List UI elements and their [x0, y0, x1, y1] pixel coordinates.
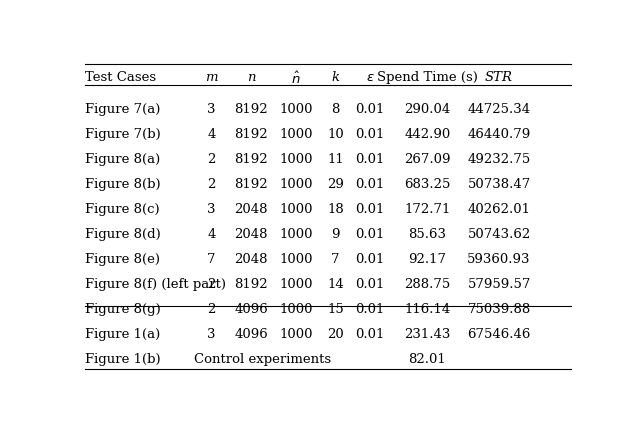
Text: 44725.34: 44725.34	[468, 103, 531, 116]
Text: 40262.01: 40262.01	[468, 203, 531, 216]
Text: Figure 1(a): Figure 1(a)	[85, 328, 160, 341]
Text: 2: 2	[207, 278, 216, 291]
Text: 59360.93: 59360.93	[467, 253, 531, 266]
Text: Figure 7(a): Figure 7(a)	[85, 103, 161, 116]
Text: 0.01: 0.01	[355, 153, 385, 166]
Text: 0.01: 0.01	[355, 128, 385, 141]
Text: m: m	[205, 70, 218, 84]
Text: 1000: 1000	[279, 178, 312, 191]
Text: 14: 14	[327, 278, 344, 291]
Text: STR: STR	[485, 70, 513, 84]
Text: Figure 8(g): Figure 8(g)	[85, 303, 161, 316]
Text: Figure 8(f) (left part): Figure 8(f) (left part)	[85, 278, 226, 291]
Text: Figure 8(c): Figure 8(c)	[85, 203, 159, 216]
Text: Spend Time (s): Spend Time (s)	[377, 70, 477, 84]
Text: 4: 4	[207, 228, 216, 241]
Text: 8192: 8192	[234, 128, 268, 141]
Text: 8192: 8192	[234, 103, 268, 116]
Text: 2048: 2048	[234, 228, 268, 241]
Text: 1000: 1000	[279, 328, 312, 341]
Text: 3: 3	[207, 328, 216, 341]
Text: k: k	[332, 70, 339, 84]
Text: 50743.62: 50743.62	[467, 228, 531, 241]
Text: 9: 9	[331, 228, 340, 241]
Text: 1000: 1000	[279, 103, 312, 116]
Text: Test Cases: Test Cases	[85, 70, 156, 84]
Text: $\hat{n}$: $\hat{n}$	[291, 70, 301, 87]
Text: 0.01: 0.01	[355, 328, 385, 341]
Text: 2048: 2048	[234, 203, 268, 216]
Text: 0.01: 0.01	[355, 178, 385, 191]
Text: 8192: 8192	[234, 278, 268, 291]
Text: 2048: 2048	[234, 253, 268, 266]
Text: 267.09: 267.09	[404, 153, 451, 166]
Text: 92.17: 92.17	[408, 253, 446, 266]
Text: 18: 18	[327, 203, 344, 216]
Text: 8192: 8192	[234, 153, 268, 166]
Text: 0.01: 0.01	[355, 253, 385, 266]
Text: 172.71: 172.71	[404, 203, 451, 216]
Text: 11: 11	[327, 153, 344, 166]
Text: 3: 3	[207, 103, 216, 116]
Text: 20: 20	[327, 328, 344, 341]
Text: Figure 1(b): Figure 1(b)	[85, 353, 161, 366]
Text: 85.63: 85.63	[408, 228, 446, 241]
Text: Figure 8(b): Figure 8(b)	[85, 178, 161, 191]
Text: $\varepsilon$: $\varepsilon$	[366, 70, 374, 84]
Text: 4096: 4096	[234, 303, 268, 316]
Text: 0.01: 0.01	[355, 103, 385, 116]
Text: Figure 8(d): Figure 8(d)	[85, 228, 161, 241]
Text: 1000: 1000	[279, 303, 312, 316]
Text: 1000: 1000	[279, 278, 312, 291]
Text: 442.90: 442.90	[404, 128, 451, 141]
Text: Control experiments: Control experiments	[194, 353, 332, 366]
Text: Figure 8(e): Figure 8(e)	[85, 253, 160, 266]
Text: 1000: 1000	[279, 128, 312, 141]
Text: 4096: 4096	[234, 328, 268, 341]
Text: n: n	[247, 70, 255, 84]
Text: 290.04: 290.04	[404, 103, 451, 116]
Text: 29: 29	[327, 178, 344, 191]
Text: 1000: 1000	[279, 153, 312, 166]
Text: 8: 8	[332, 103, 340, 116]
Text: Figure 8(a): Figure 8(a)	[85, 153, 160, 166]
Text: 67546.46: 67546.46	[467, 328, 531, 341]
Text: 0.01: 0.01	[355, 228, 385, 241]
Text: 1000: 1000	[279, 253, 312, 266]
Text: 231.43: 231.43	[404, 328, 451, 341]
Text: 8192: 8192	[234, 178, 268, 191]
Text: 10: 10	[327, 128, 344, 141]
Text: 0.01: 0.01	[355, 278, 385, 291]
Text: 46440.79: 46440.79	[467, 128, 531, 141]
Text: 7: 7	[331, 253, 340, 266]
Text: 0.01: 0.01	[355, 303, 385, 316]
Text: 0.01: 0.01	[355, 203, 385, 216]
Text: 49232.75: 49232.75	[467, 153, 531, 166]
Text: 15: 15	[327, 303, 344, 316]
Text: 50738.47: 50738.47	[467, 178, 531, 191]
Text: 1000: 1000	[279, 203, 312, 216]
Text: 2: 2	[207, 178, 216, 191]
Text: 2: 2	[207, 303, 216, 316]
Text: Figure 7(b): Figure 7(b)	[85, 128, 161, 141]
Text: 2: 2	[207, 153, 216, 166]
Text: 3: 3	[207, 203, 216, 216]
Text: 4: 4	[207, 128, 216, 141]
Text: 288.75: 288.75	[404, 278, 451, 291]
Text: 82.01: 82.01	[408, 353, 446, 366]
Text: 116.14: 116.14	[404, 303, 451, 316]
Text: 683.25: 683.25	[404, 178, 451, 191]
Text: 1000: 1000	[279, 228, 312, 241]
Text: 57959.57: 57959.57	[467, 278, 531, 291]
Text: 7: 7	[207, 253, 216, 266]
Text: 75039.88: 75039.88	[467, 303, 531, 316]
